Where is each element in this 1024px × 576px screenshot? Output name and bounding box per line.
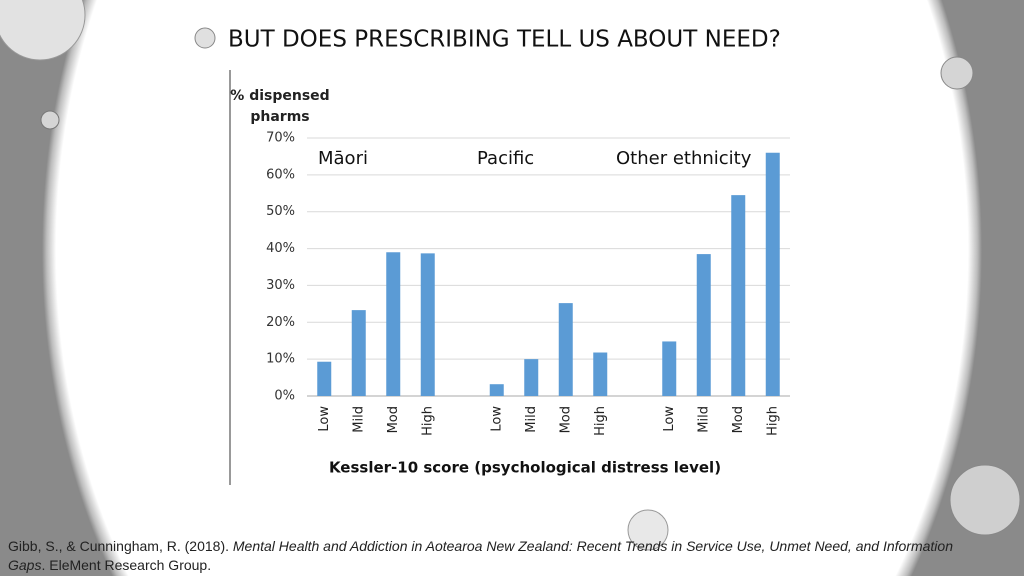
y-tick-label: 70% xyxy=(266,131,295,146)
x-tick-label: Mod xyxy=(558,406,573,433)
bar xyxy=(351,310,366,396)
group-label: Other ethnicity xyxy=(616,148,752,169)
x-tick-label: Mild xyxy=(524,406,539,433)
group-label: Pacific xyxy=(477,148,534,169)
x-tick-label: High xyxy=(420,406,435,436)
x-tick-label: Low xyxy=(317,406,332,432)
y-tick-label: 10% xyxy=(266,352,295,367)
x-tick-label: Mod xyxy=(731,406,746,433)
bar xyxy=(662,341,677,396)
title-bullet xyxy=(194,27,216,49)
drop-decoration xyxy=(940,56,974,90)
x-tick-label: Low xyxy=(489,406,504,432)
drop-decoration xyxy=(0,0,86,61)
group-label: Māori xyxy=(318,148,368,169)
bar xyxy=(731,195,746,396)
y-tick-label: 20% xyxy=(266,315,295,330)
x-tick-label: High xyxy=(765,406,780,436)
citation-work: Mental Health and Addiction in Aotearoa … xyxy=(8,538,953,573)
bar xyxy=(524,359,539,396)
y-tick-label: 40% xyxy=(266,241,295,256)
bar xyxy=(765,152,780,396)
x-tick-label: Mild xyxy=(696,406,711,433)
bar xyxy=(558,303,573,396)
x-tick-label: Mod xyxy=(386,406,401,433)
bar xyxy=(420,253,435,396)
bar xyxy=(386,252,401,396)
x-tick-label: High xyxy=(593,406,608,436)
bar xyxy=(489,384,504,396)
drop-decoration xyxy=(40,110,60,130)
bar xyxy=(593,352,608,396)
citation-authors: Gibb, S., & Cunningham, R. (2018). xyxy=(8,538,233,554)
bar xyxy=(317,361,332,396)
slide-title: BUT DOES PRESCRIBING TELL US ABOUT NEED? xyxy=(228,27,781,53)
citation-publisher: . EleMent Research Group. xyxy=(41,557,212,573)
x-axis-label: Kessler-10 score (psychological distress… xyxy=(329,459,721,477)
citation: Gibb, S., & Cunningham, R. (2018). Menta… xyxy=(8,537,968,575)
drop-decoration xyxy=(627,509,669,551)
y-tick-label: 60% xyxy=(266,167,295,182)
x-tick-label: Low xyxy=(662,406,677,432)
y-tick-label: 30% xyxy=(266,278,295,293)
drop-decoration xyxy=(949,464,1021,536)
y-tick-label: 0% xyxy=(274,389,295,404)
y-tick-label: 50% xyxy=(266,204,295,219)
bar xyxy=(696,254,711,396)
y-axis-label: % dispensed pharms xyxy=(230,88,330,125)
x-tick-label: Mild xyxy=(351,406,366,433)
